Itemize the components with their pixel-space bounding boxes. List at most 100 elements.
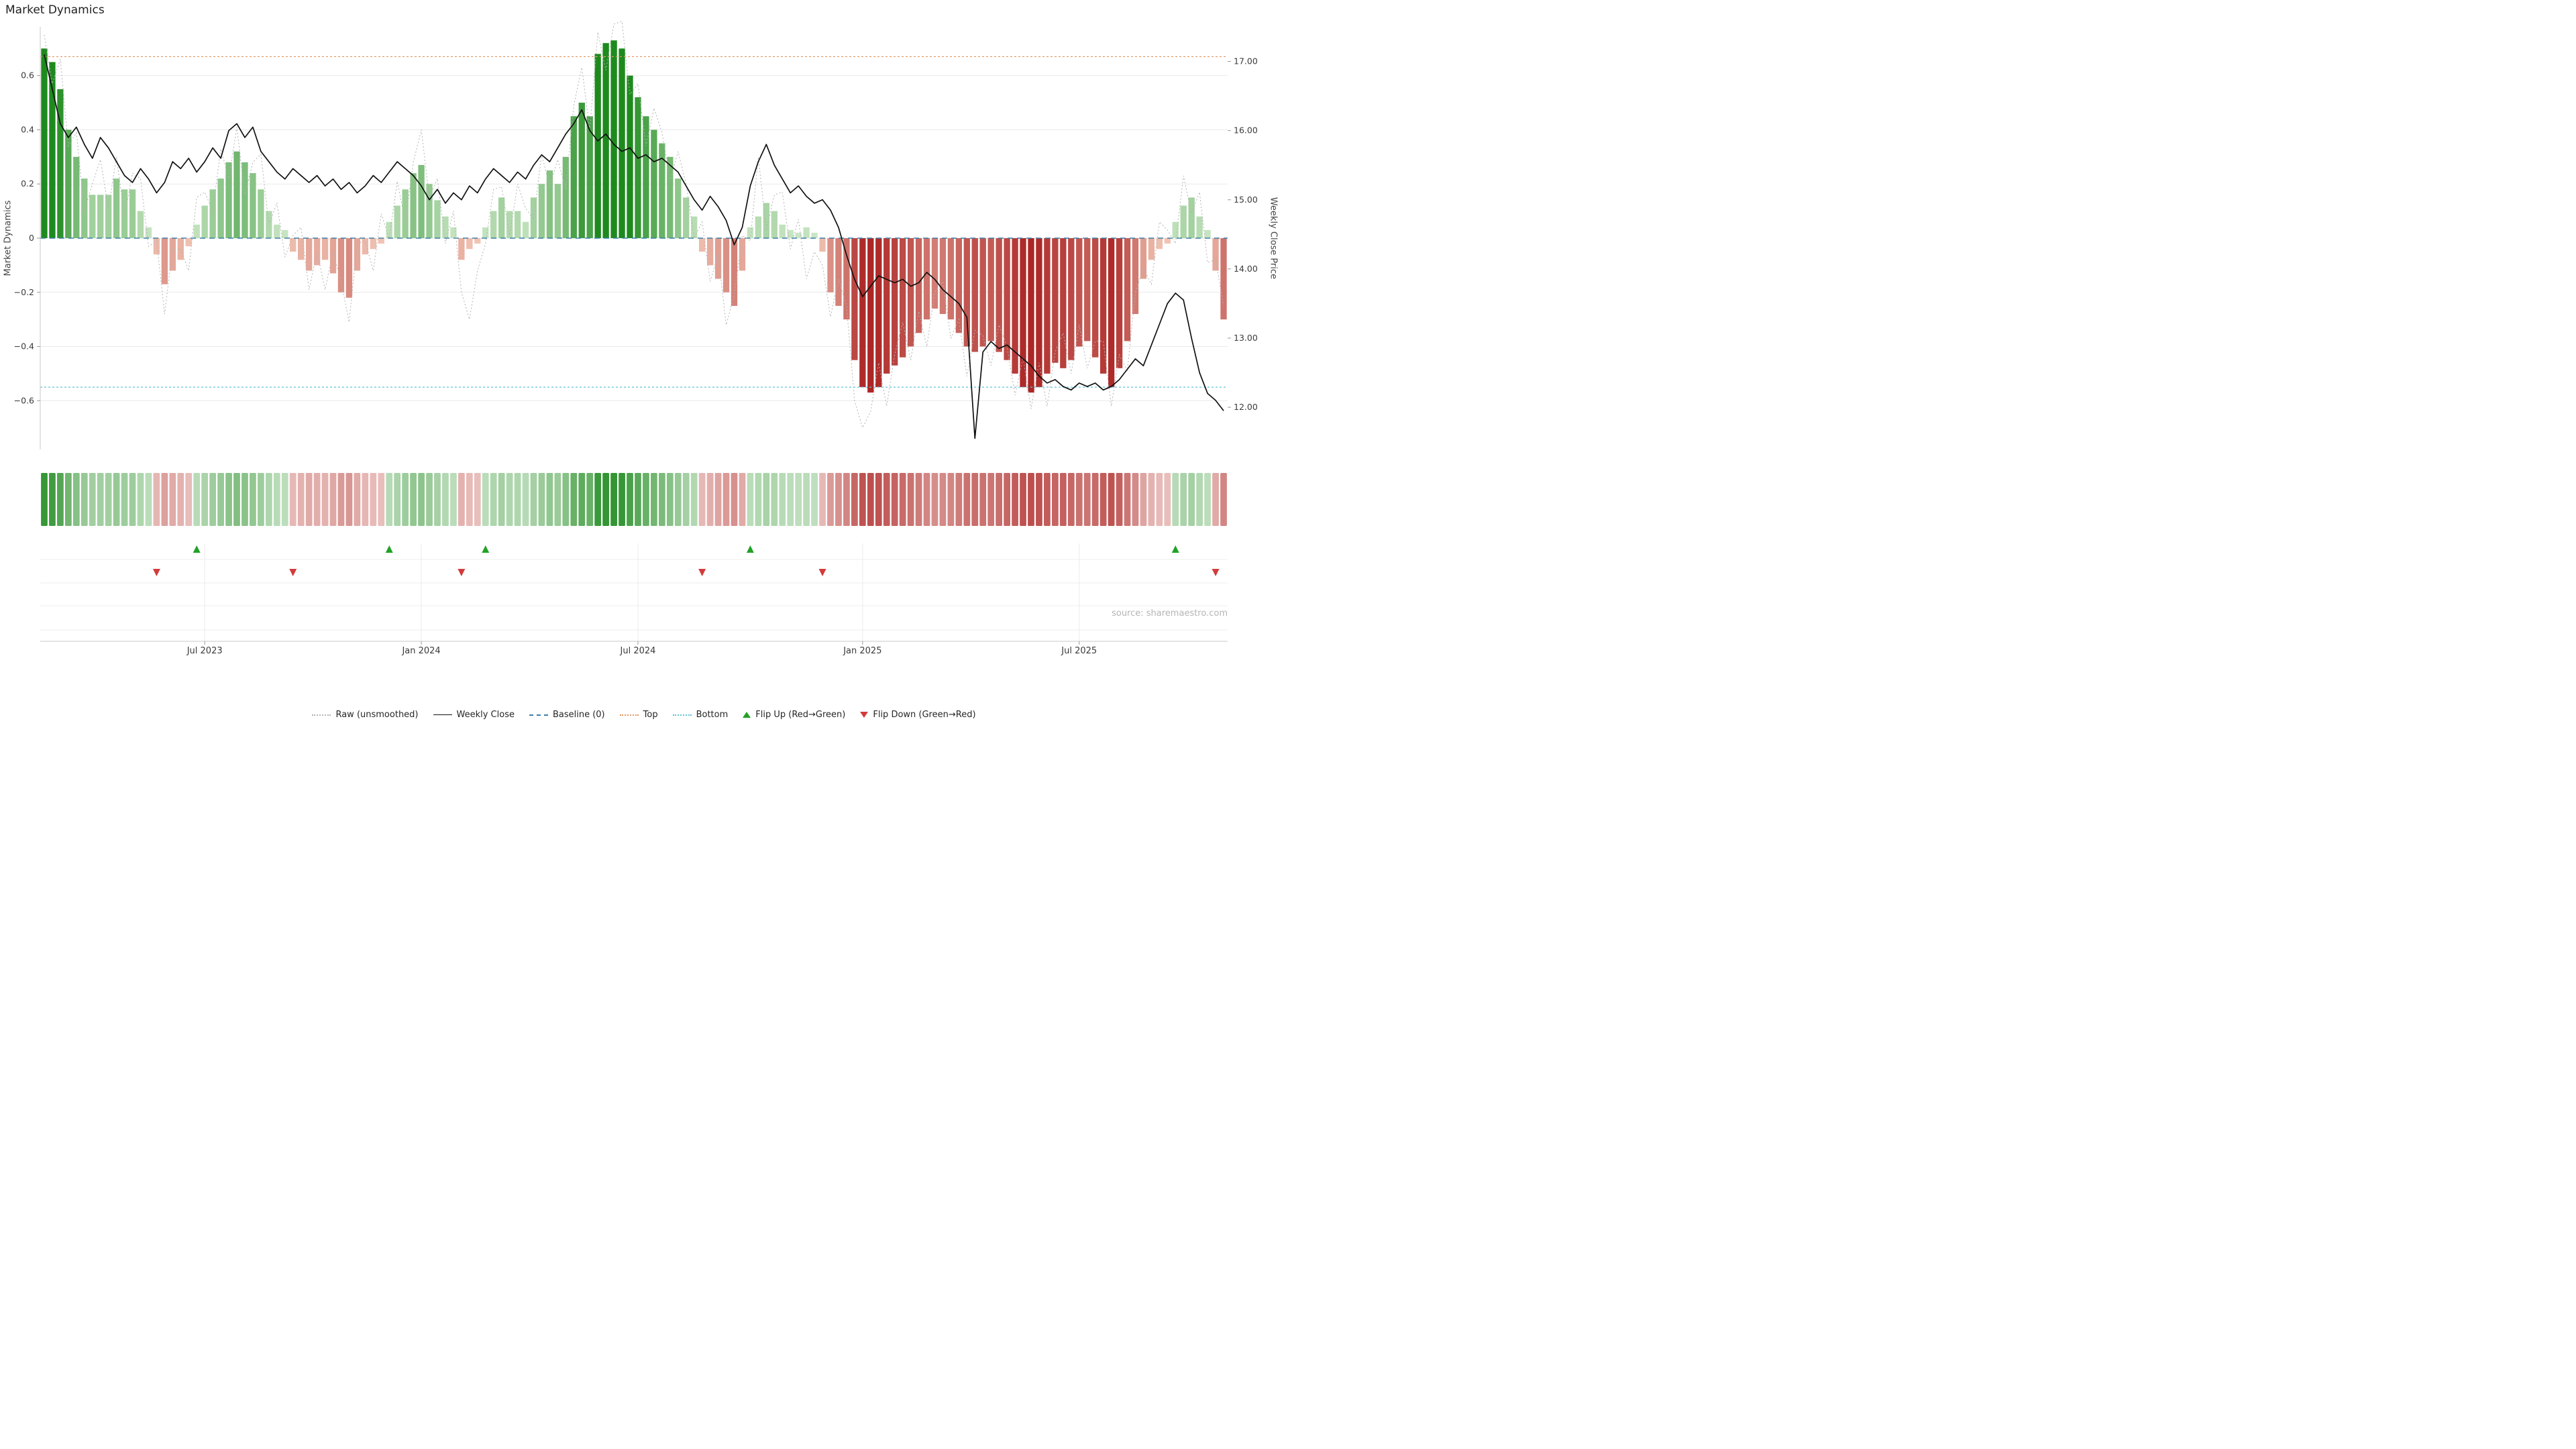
dynamics-bar (1220, 238, 1227, 320)
heatmap-cell (779, 473, 786, 526)
dynamics-bar (739, 238, 746, 271)
dynamics-bar (875, 238, 882, 388)
heatmap-cell (177, 473, 184, 526)
dynamics-bar (602, 43, 609, 238)
dynamics-bar (667, 156, 674, 238)
dynamics-bar (771, 211, 777, 238)
dynamics-bar (659, 143, 665, 238)
heatmap-cell (1099, 473, 1107, 526)
dynamics-bar (996, 238, 1002, 352)
dynamics-bar (1036, 238, 1042, 388)
dynamics-bar (241, 162, 248, 238)
dynamics-bar (883, 238, 890, 374)
heatmap-cell (651, 473, 657, 526)
heatmap-cell (1212, 473, 1219, 526)
heatmap-cell (329, 473, 337, 526)
dynamics-bar (378, 238, 384, 244)
dynamics-bar (201, 205, 208, 238)
heatmap-cell (442, 473, 449, 526)
heatmap-cell (1204, 473, 1211, 526)
dynamics-bar (81, 178, 88, 238)
dynamics-bar (1188, 197, 1195, 238)
heatmap-cell (57, 473, 64, 526)
heatmap-cell (1075, 473, 1083, 526)
chart-canvas: 0.6 0.4 0.2 0 −0.2 −0.4 −0.6 17.00 16.00 15.00 14.… (14, 21, 1258, 656)
dynamics-bar (779, 224, 786, 238)
heatmap-cell (370, 473, 377, 526)
flip-up-marker-swatch (743, 712, 751, 718)
heatmap-cell (258, 473, 264, 526)
x-axis-tick-label: Jan 2024 (401, 646, 440, 656)
dynamics-bar (1012, 238, 1018, 374)
dynamics-bar (1204, 229, 1211, 238)
heatmap-cell (907, 473, 914, 526)
heatmap-cell (1004, 473, 1010, 526)
heatmap-cell (771, 473, 778, 526)
heatmap-cell (530, 473, 537, 526)
heatmap-cell (217, 473, 224, 526)
heatmap-cell (635, 473, 641, 526)
heatmap-cell (241, 473, 248, 526)
dynamics-bar (161, 238, 168, 284)
heatmap-cell (1188, 473, 1195, 526)
dynamics-bar (65, 129, 72, 238)
heatmap-cell (1140, 473, 1147, 526)
dynamics-bar (1004, 238, 1010, 360)
dynamics-bar (386, 221, 392, 238)
heatmap-cell (787, 473, 794, 526)
heatmap-cell (627, 473, 633, 526)
heatmap-cell (987, 473, 995, 526)
heatmap-cell (619, 473, 625, 526)
heatmap-cell (666, 473, 674, 526)
dynamics-bar (755, 216, 762, 238)
heatmap-cell (602, 473, 610, 526)
heatmap-cell (706, 473, 714, 526)
left-axis-tick-label: −0.4 (14, 341, 34, 352)
dynamics-bar (482, 227, 489, 238)
heatmap-cell (843, 473, 850, 526)
dynamics-bar (1164, 238, 1171, 244)
heatmap-cell (835, 473, 842, 526)
heatmap-cell (731, 473, 738, 526)
dynamics-bar (1108, 238, 1115, 388)
heatmap-cell (153, 473, 160, 526)
dynamics-bar (706, 238, 714, 266)
dynamics-bar (578, 103, 585, 238)
heatmap-cell (658, 473, 665, 526)
x-axis-tick-label: Jul 2024 (620, 646, 656, 656)
heatmap-cell (482, 473, 489, 526)
dynamics-bar (49, 62, 56, 238)
dynamics-bar (643, 116, 649, 238)
heatmap-cell (979, 473, 987, 526)
dynamics-bar (963, 238, 970, 347)
dynamics-bar (1076, 238, 1083, 347)
dynamics-bar (434, 200, 441, 238)
dynamics-bar (931, 238, 938, 309)
dynamics-bar (105, 195, 112, 238)
dynamics-bar (498, 197, 505, 238)
heatmap-cell (971, 473, 979, 526)
heatmap-cell (795, 473, 802, 526)
dynamics-bar (795, 232, 802, 238)
left-axis-tick-label: 0.4 (21, 124, 34, 134)
heatmap-cell (1051, 473, 1059, 526)
left-axis-tick-label: 0.6 (21, 70, 34, 80)
dynamics-bar (1180, 205, 1187, 238)
heatmap-cell (129, 473, 136, 526)
dynamics-bar (426, 184, 433, 238)
flip-down-marker (818, 569, 826, 576)
dynamics-bar (1028, 238, 1034, 393)
baseline-line-swatch (529, 714, 548, 716)
heatmap-cell (827, 473, 834, 526)
legend-item-top: Top (619, 710, 658, 720)
heatmap-cell (297, 473, 305, 526)
dynamics-bar (570, 116, 577, 238)
dynamics-bar (290, 238, 297, 252)
heatmap-cell (578, 473, 586, 526)
dynamics-bar (803, 227, 810, 238)
dynamics-bar (354, 238, 361, 271)
heatmap-cell (538, 473, 545, 526)
dynamics-bar (562, 156, 570, 238)
dynamics-bar (787, 229, 794, 238)
flip-up-marker (482, 545, 490, 553)
